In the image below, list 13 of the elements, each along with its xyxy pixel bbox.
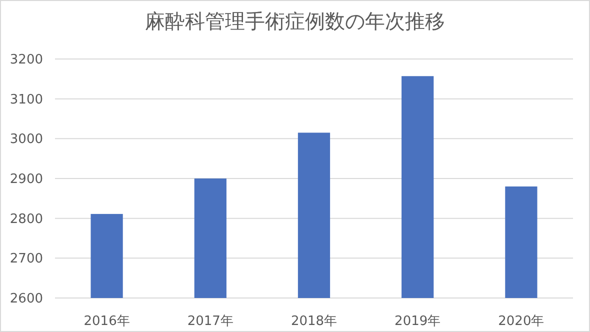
y-tick-label: 3000 (10, 132, 43, 148)
x-tick-label: 2016年 (84, 314, 130, 329)
y-tick-label: 2900 (10, 172, 43, 187)
chart-title: 麻酔科管理手術症例数の年次推移 (145, 9, 445, 33)
y-tick-label: 2700 (10, 252, 43, 267)
x-tick-label: 2020年 (498, 314, 544, 329)
x-tick-label: 2018年 (290, 314, 338, 329)
y-tick-label: 2800 (10, 212, 43, 227)
x-tick-label: 2017年 (187, 314, 234, 329)
y-tick-label: 3100 (10, 92, 43, 108)
y-tick-label: 2600 (10, 292, 43, 306)
y-tick-label: 3200 (10, 52, 43, 68)
x-tick-label: 2019年 (394, 314, 441, 329)
